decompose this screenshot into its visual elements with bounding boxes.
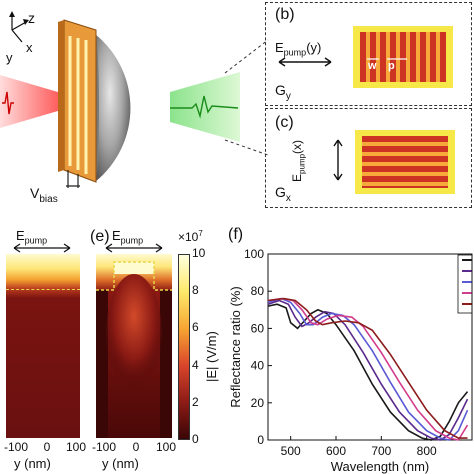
series-line-3 <box>267 297 469 441</box>
colorbar <box>178 254 190 440</box>
panel-b-box <box>265 2 472 106</box>
pump-label-d: Epump <box>16 228 48 246</box>
x-ticks-d: -100 0 100 <box>4 440 86 454</box>
thz-beam <box>170 72 240 142</box>
x-ticks-e: -100 0 100 <box>92 440 176 454</box>
y-tick-label: 0 <box>257 433 264 447</box>
pump-label-e: Epump <box>112 228 144 246</box>
gx-label: Gx <box>275 184 291 204</box>
x-tick-label: 800 <box>417 444 437 458</box>
field-map-d <box>6 254 80 438</box>
y-tick-label: 100 <box>244 247 264 261</box>
x-tick-label: 600 <box>326 444 346 458</box>
colorbar-label: |E| (V/m) <box>204 331 219 382</box>
p-label: p <box>388 60 395 72</box>
schematic-illustration <box>0 11 269 188</box>
axis-icon <box>11 14 27 43</box>
axis-z-label: z <box>28 10 35 26</box>
gy-label: Gy <box>275 82 291 102</box>
xlabel-d: y (nm) <box>14 456 51 471</box>
thz-waveform-icon <box>170 95 239 119</box>
pump-label-c: Epump(x) <box>290 139 307 182</box>
panel-c-box <box>265 108 472 208</box>
w-p-markers <box>367 58 407 60</box>
y-tick-label: 60 <box>251 321 265 335</box>
double-arrow-d-icon <box>13 243 71 253</box>
vbias-label: Vbias <box>30 185 58 205</box>
series-line-2 <box>267 297 469 441</box>
double-arrow-e-icon <box>105 243 163 253</box>
x-axis-label: Wavelength (nm) <box>331 459 430 474</box>
x-tick-label: 500 <box>281 444 301 458</box>
series-line-1 <box>267 299 469 441</box>
double-arrow-vertical-icon <box>333 139 343 181</box>
plot-frame <box>267 253 473 441</box>
y-axis-label: Reflectance ratio (%) <box>228 286 243 407</box>
y-tick-label: 40 <box>251 359 265 373</box>
colorbar-exponent: ×107 <box>178 229 203 244</box>
axis-y-label: y <box>6 50 13 65</box>
x-tick-label: 700 <box>371 444 391 458</box>
w-label: w <box>368 60 377 72</box>
pump-label-b: Epump(y) <box>275 40 322 58</box>
series-line-4 <box>267 297 468 439</box>
silicon-lens <box>95 34 131 182</box>
colorbar-ticks: 10 8 6 4 2 0 <box>192 246 206 446</box>
panel-f-label: (f) <box>228 226 244 243</box>
axis-x-label: x <box>26 40 33 55</box>
double-arrow-horizontal-icon <box>278 57 332 67</box>
series-line-0 <box>267 303 469 441</box>
field-map-e <box>96 254 172 438</box>
y-tick-label: 20 <box>251 396 265 410</box>
y-tick-label: 80 <box>251 284 265 298</box>
pump-pulse-icon <box>2 91 14 115</box>
pump-beam <box>0 75 68 128</box>
panel-b-label: (b) <box>275 6 295 23</box>
legend-box <box>457 254 473 314</box>
panel-c-label: (c) <box>275 114 294 131</box>
xlabel-e: y (nm) <box>102 456 139 471</box>
panel-e-label: (e) <box>90 228 110 245</box>
